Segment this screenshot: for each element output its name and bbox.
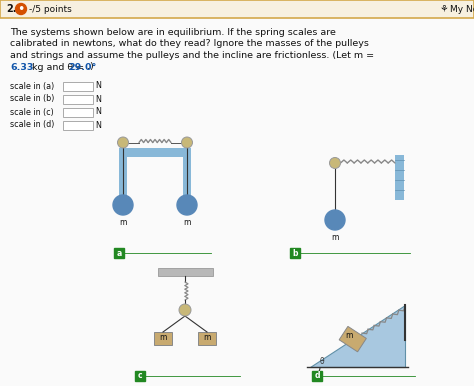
Text: N: N xyxy=(95,81,101,90)
FancyBboxPatch shape xyxy=(63,121,93,130)
Text: d: d xyxy=(314,371,320,381)
FancyBboxPatch shape xyxy=(63,95,93,104)
Text: scale in (a): scale in (a) xyxy=(10,81,54,90)
Text: m: m xyxy=(331,233,339,242)
FancyBboxPatch shape xyxy=(63,82,93,91)
Text: m: m xyxy=(345,330,353,340)
Text: m: m xyxy=(183,218,191,227)
Text: N: N xyxy=(95,95,101,103)
Text: θ: θ xyxy=(319,357,324,366)
Text: m: m xyxy=(119,218,127,227)
FancyBboxPatch shape xyxy=(114,248,124,258)
FancyBboxPatch shape xyxy=(119,157,127,207)
Text: calibrated in newtons, what do they read? Ignore the masses of the pulleys: calibrated in newtons, what do they read… xyxy=(10,39,369,49)
FancyBboxPatch shape xyxy=(63,108,93,117)
FancyBboxPatch shape xyxy=(183,157,191,207)
Text: The systems shown below are in equilibrium. If the spring scales are: The systems shown below are in equilibri… xyxy=(10,28,336,37)
FancyBboxPatch shape xyxy=(0,0,474,18)
Circle shape xyxy=(177,195,197,215)
Text: -/5 points: -/5 points xyxy=(29,5,72,14)
FancyBboxPatch shape xyxy=(119,148,191,157)
Text: scale in (b): scale in (b) xyxy=(10,95,55,103)
Circle shape xyxy=(179,304,191,316)
Text: b: b xyxy=(292,249,298,257)
Text: and strings and assume the pulleys and the incline are frictionless. (Let m =: and strings and assume the pulleys and t… xyxy=(10,51,374,60)
FancyBboxPatch shape xyxy=(290,248,300,258)
Text: •: • xyxy=(18,2,25,15)
Text: 2.: 2. xyxy=(6,4,17,14)
Circle shape xyxy=(16,3,27,15)
FancyBboxPatch shape xyxy=(135,371,145,381)
Text: scale in (c): scale in (c) xyxy=(10,107,54,117)
Text: scale in (d): scale in (d) xyxy=(10,120,55,129)
Text: m: m xyxy=(159,334,167,342)
Circle shape xyxy=(329,157,340,169)
Text: My Nor: My Nor xyxy=(450,5,474,14)
Text: N: N xyxy=(95,107,101,117)
Text: 29.0°: 29.0° xyxy=(68,63,96,71)
Circle shape xyxy=(182,137,192,148)
FancyBboxPatch shape xyxy=(395,155,404,200)
FancyBboxPatch shape xyxy=(198,332,216,345)
FancyBboxPatch shape xyxy=(312,371,322,381)
Text: .): .) xyxy=(87,63,94,71)
Circle shape xyxy=(325,210,345,230)
Text: m: m xyxy=(203,334,210,342)
Text: a: a xyxy=(117,249,122,257)
FancyBboxPatch shape xyxy=(158,268,213,276)
Text: N: N xyxy=(95,120,101,129)
Polygon shape xyxy=(339,327,366,352)
Circle shape xyxy=(118,137,128,148)
Text: 6.33: 6.33 xyxy=(10,63,33,71)
Text: ⚘: ⚘ xyxy=(440,4,449,14)
FancyBboxPatch shape xyxy=(154,332,172,345)
Circle shape xyxy=(113,195,133,215)
Text: kg and θ =: kg and θ = xyxy=(29,63,87,71)
Polygon shape xyxy=(310,305,405,367)
Text: c: c xyxy=(137,371,142,381)
